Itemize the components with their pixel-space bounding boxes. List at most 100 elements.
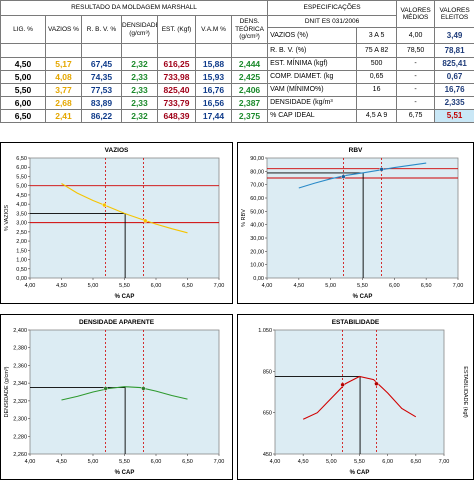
y-tick-label: 30,00	[250, 236, 264, 242]
cell-rbv: 77,53	[81, 83, 122, 97]
cell-rbv: 67,45	[81, 57, 122, 71]
cell-lig: 5,50	[0, 83, 46, 97]
cell-vam: 16,56	[195, 96, 232, 110]
cell-teo: 2,406	[230, 83, 269, 97]
y-tick-label: 2,360	[13, 363, 27, 369]
y-tick-label: 2,400	[13, 328, 27, 334]
spec-value: 500	[356, 57, 398, 71]
col-est-header: EST. (Kgf)	[157, 15, 196, 44]
y-tick-label: 2,00	[16, 239, 27, 245]
y-tick-label: 0,50	[16, 267, 27, 273]
x-tick-label: 6,00	[151, 459, 162, 465]
series-line	[61, 386, 188, 401]
y-tick-label: 2,380	[13, 346, 27, 352]
cell-teo: 2,425	[230, 70, 269, 84]
x-tick-label: 5,50	[357, 283, 368, 289]
cell-dens: 2,32	[121, 109, 158, 123]
y-tick-label: 10,00	[250, 263, 264, 269]
col-vazios-header: VAZIOS %	[45, 15, 82, 44]
cell-rbv: 86,22	[81, 109, 122, 123]
x-axis-label: % CAP	[115, 294, 135, 300]
chart-title: RBV	[349, 147, 363, 154]
y-tick-label: 2,260	[13, 452, 27, 458]
cell-rbv: 83,89	[81, 96, 122, 110]
spec-eleito: 2,335	[434, 96, 474, 110]
col-densidade-header: DENSIDADE (g/cm³)	[121, 15, 158, 44]
y-tick-label: 2,340	[13, 381, 27, 387]
y-tick-label: 1.050	[258, 328, 272, 334]
y-tick-label: 5,50	[16, 174, 27, 180]
spec-medio: -	[396, 70, 436, 84]
data-point	[103, 386, 108, 391]
table-row: 5,50 3,77 77,53 2,33 825,40 16,76 2,406 …	[0, 83, 474, 97]
cell-est: 733,98	[157, 70, 196, 84]
x-tick-label: 5,00	[88, 459, 99, 465]
y-tick-label: 3,50	[16, 211, 27, 217]
y-tick-label: 2,280	[13, 434, 27, 440]
cell-lig: 5,00	[0, 70, 46, 84]
cell-rbv: 74,35	[81, 70, 122, 84]
x-tick-label: 5,00	[88, 283, 99, 289]
cell-vam: 17,44	[195, 109, 232, 123]
spec-eleito: 825,41	[434, 57, 474, 71]
col-eleitos-header: VALORES ELEITOS	[434, 0, 474, 28]
spec-value: 3 A 5	[356, 27, 398, 44]
col-medios-header: VALORES MÉDIOS	[396, 0, 436, 28]
y-tick-label: 4,50	[16, 193, 27, 199]
marshall-results-table: RESULTADO DA MOLDAGEM MARSHALL ESPECIFIC…	[0, 0, 474, 123]
spec-label: EST. MÍNIMA (kgf)	[267, 57, 358, 71]
spec-medio: 4,00	[396, 27, 436, 44]
cell-dens: 2,33	[121, 83, 158, 97]
table-row: 6,50 2,41 86,22 2,32 648,39 17,44 2,375 …	[0, 109, 474, 123]
chart-vazios: VAZIOS 0,00 0,50 1,00 1,50 2,00 2,50 3,00 3,50 4,…	[0, 142, 233, 304]
plot-area	[29, 157, 220, 279]
x-tick-label: 5,50	[119, 283, 130, 289]
table-row: 4,50 5,17 67,45 2,32 616,25 15,88 2,444 …	[0, 57, 474, 71]
spec-value: 0,65	[356, 70, 398, 84]
x-tick-label: 5,00	[326, 459, 337, 465]
y-tick-label: 0,00	[253, 276, 264, 282]
data-point	[102, 202, 107, 208]
x-tick-label: 7,00	[214, 459, 225, 465]
spec-medio: 78,50	[396, 43, 436, 58]
spec-eleito: 78,81	[434, 43, 474, 58]
cell-teo: 2,375	[230, 109, 269, 123]
y-axis-label: ESTABILIDADE (kgf)	[462, 366, 468, 418]
series-line	[302, 375, 417, 420]
table-title: RESULTADO DA MOLDAGEM MARSHALL	[0, 0, 269, 16]
y-tick-label: 6,00	[16, 165, 27, 171]
x-tick-label: 4,50	[298, 459, 309, 465]
chart-densidade: DENSIDADE APARENTE 2,260 2,280 2,300 2,320 2,…	[0, 314, 233, 480]
x-tick-label: 6,00	[151, 283, 162, 289]
cell-est: 616,25	[157, 57, 196, 71]
data-point	[374, 381, 379, 386]
chart-estabilidade: ESTABILIDADE 450 650 850 1.050 4,00 4,50 5,00 5,…	[237, 314, 474, 480]
cell-vam: 15,93	[195, 70, 232, 84]
x-tick-label: 6,50	[410, 459, 421, 465]
col-lig-header: LIG. %	[0, 15, 46, 44]
y-tick-label: 3,00	[16, 221, 27, 227]
cell-vam: 15,88	[195, 57, 232, 71]
y-axis-label: % RBV	[241, 209, 247, 227]
x-axis-label: % CAP	[115, 470, 135, 476]
spec-medio: 6,75	[396, 109, 436, 123]
spec-value	[356, 96, 398, 110]
x-tick-label: 4,00	[25, 459, 36, 465]
x-tick-label: 4,50	[56, 459, 67, 465]
y-tick-label: 50,00	[250, 209, 264, 215]
x-tick-label: 5,50	[354, 459, 365, 465]
col-teorica-header: DENS. TEÓRICA (g/cm³)	[230, 15, 269, 44]
y-tick-label: 450	[263, 452, 272, 458]
specs-subtitle: DNIT ES 031/2006	[267, 15, 398, 28]
plot-area	[274, 329, 445, 455]
spec-label: DENSIDADE (kg/m³	[267, 96, 358, 110]
spec-medio: -	[396, 57, 436, 71]
x-tick-label: 4,00	[270, 459, 281, 465]
x-tick-label: 5,00	[325, 283, 336, 289]
target-guide-line	[30, 387, 126, 454]
chart-densidade-svg: DENSIDADE APARENTE 2,260 2,280 2,300 2,320 2,…	[0, 314, 233, 480]
x-tick-label: 6,50	[182, 283, 193, 289]
y-tick-label: 40,00	[250, 223, 264, 229]
col-vam-header: V.A.M %	[195, 15, 232, 44]
x-tick-label: 6,50	[182, 459, 193, 465]
